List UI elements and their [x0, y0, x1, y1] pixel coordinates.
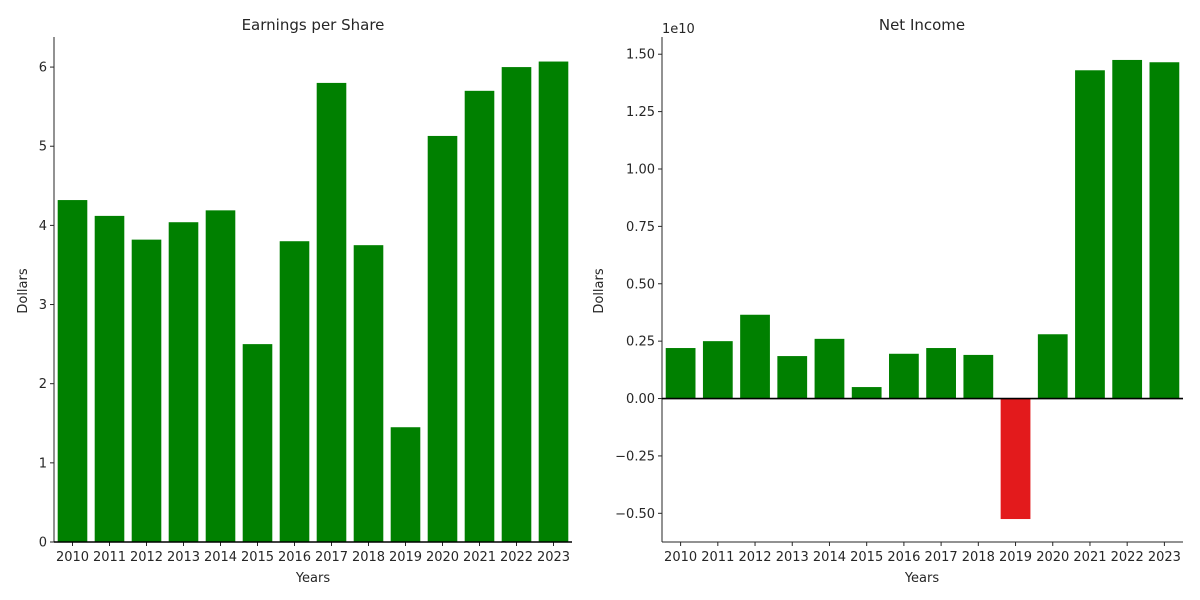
eps-x-tick-label: 2010	[56, 550, 89, 565]
net-income-bar-2013	[777, 356, 808, 399]
eps-x-tick-label: 2016	[278, 550, 311, 565]
net-income-bar-2017	[926, 348, 956, 399]
net-income-bar-2016	[889, 353, 919, 399]
eps-y-axis-label: Dollars	[16, 268, 31, 313]
eps-bars	[57, 61, 569, 543]
net-income-x-tick-label: 2018	[962, 550, 995, 565]
net-income-bar-2010	[665, 348, 696, 399]
net-income-bar-2018	[963, 354, 994, 399]
net-income-y-tick-label: 0.75	[626, 220, 655, 235]
net-income-y-ticks: −0.50 −0.25 0.00 0.25 0.50 0.75 1.00 1.25 1.50	[615, 48, 662, 522]
eps-y-tick-label: 2	[39, 377, 47, 392]
eps-x-axis-label: Years	[295, 571, 331, 586]
eps-bar-2013	[168, 222, 199, 542]
net-income-x-tick-label: 2014	[813, 550, 846, 565]
net-income-bar-2020	[1037, 334, 1068, 399]
net-income-x-tick-label: 2012	[738, 550, 771, 565]
net-income-bar-2023	[1149, 62, 1180, 399]
eps-x-tick-label: 2014	[204, 550, 237, 565]
net-income-x-tick-label: 2013	[776, 550, 809, 565]
eps-bar-2011	[94, 215, 125, 542]
net-income-x-tick-label: 2015	[850, 550, 883, 565]
eps-bar-2023	[538, 61, 569, 542]
net-income-x-tick-label: 2011	[701, 550, 734, 565]
net-income-x-axis-label: Years	[904, 571, 940, 586]
eps-y-tick-label: 6	[39, 61, 47, 76]
eps-bar-2022	[501, 67, 532, 542]
net-income-y-tick-label: 0.25	[626, 335, 655, 350]
net-income-x-tick-label: 2019	[999, 550, 1032, 565]
net-income-y-tick-label: −0.50	[615, 507, 655, 522]
net-income-y-tick-label: 1.50	[626, 48, 655, 63]
net-income-x-tick-label: 2021	[1073, 550, 1106, 565]
eps-bar-2018	[353, 245, 384, 543]
eps-y-tick-label: 3	[39, 298, 47, 313]
eps-y-tick-label: 4	[39, 219, 47, 234]
net-income-x-tick-label: 2016	[887, 550, 920, 565]
net-income-y-tick-label: 1.00	[626, 162, 655, 177]
eps-x-tick-label: 2018	[352, 550, 385, 565]
net-income-bar-2019	[1000, 398, 1031, 520]
eps-y-ticks: 0 1 2 3 4 5 6	[39, 61, 54, 551]
net-income-bars	[665, 59, 1180, 520]
eps-y-tick-label: 5	[39, 140, 47, 155]
net-income-x-tick-label: 2020	[1036, 550, 1069, 565]
net-income-chart: Net Income Years Dollars 1e10 −0.50 −0.25…	[592, 16, 1183, 586]
eps-y-tick-label: 0	[39, 536, 47, 551]
eps-x-ticks: 2010 2011 2012 2013 2014 2015 2016 2017 2018 2019…	[56, 542, 570, 565]
net-income-y-tick-label: 0.50	[626, 277, 655, 292]
eps-bar-2010	[57, 200, 88, 542]
eps-x-tick-label: 2019	[389, 550, 422, 565]
eps-y-tick-label: 1	[39, 456, 47, 471]
net-income-chart-title: Net Income	[879, 16, 965, 34]
net-income-bar-2022	[1112, 59, 1143, 399]
eps-x-tick-label: 2023	[537, 550, 570, 565]
net-income-x-ticks: 2010 2011 2012 2013 2014 2015 2016 2017 2018 2019…	[664, 542, 1181, 565]
eps-x-tick-label: 2021	[463, 550, 496, 565]
eps-bar-2017	[316, 82, 347, 542]
net-income-x-tick-label: 2010	[664, 550, 697, 565]
eps-bar-2020	[427, 135, 458, 542]
net-income-y-tick-label: 0.00	[626, 392, 655, 407]
net-income-bar-2015	[851, 387, 882, 399]
net-income-bar-2014	[814, 338, 845, 399]
net-income-x-tick-label: 2023	[1148, 550, 1181, 565]
eps-chart: Earnings per Share Years Dollars 0 1 2 3 4 5 6…	[16, 16, 572, 586]
eps-x-tick-label: 2012	[130, 550, 163, 565]
eps-bar-2012	[131, 239, 162, 542]
net-income-y-axis-label: Dollars	[592, 268, 607, 313]
net-income-y-tick-label: −0.25	[615, 449, 655, 464]
eps-bar-2021	[464, 90, 495, 542]
eps-bar-2019	[390, 427, 421, 542]
eps-bar-2015	[242, 344, 273, 542]
eps-x-tick-label: 2013	[167, 550, 200, 565]
eps-x-tick-label: 2017	[315, 550, 348, 565]
net-income-scale-label: 1e10	[662, 22, 695, 37]
eps-bar-2016	[279, 241, 310, 542]
eps-x-tick-label: 2015	[241, 550, 274, 565]
eps-chart-title: Earnings per Share	[242, 16, 385, 34]
net-income-bar-2011	[702, 341, 733, 399]
net-income-x-tick-label: 2017	[925, 550, 958, 565]
eps-x-tick-label: 2022	[500, 550, 533, 565]
eps-x-tick-label: 2020	[426, 550, 459, 565]
net-income-bar-2021	[1075, 70, 1105, 399]
eps-x-tick-label: 2011	[93, 550, 126, 565]
net-income-bar-2012	[740, 314, 770, 399]
net-income-y-tick-label: 1.25	[626, 105, 655, 120]
eps-bar-2014	[205, 210, 236, 542]
net-income-x-tick-label: 2022	[1111, 550, 1144, 565]
